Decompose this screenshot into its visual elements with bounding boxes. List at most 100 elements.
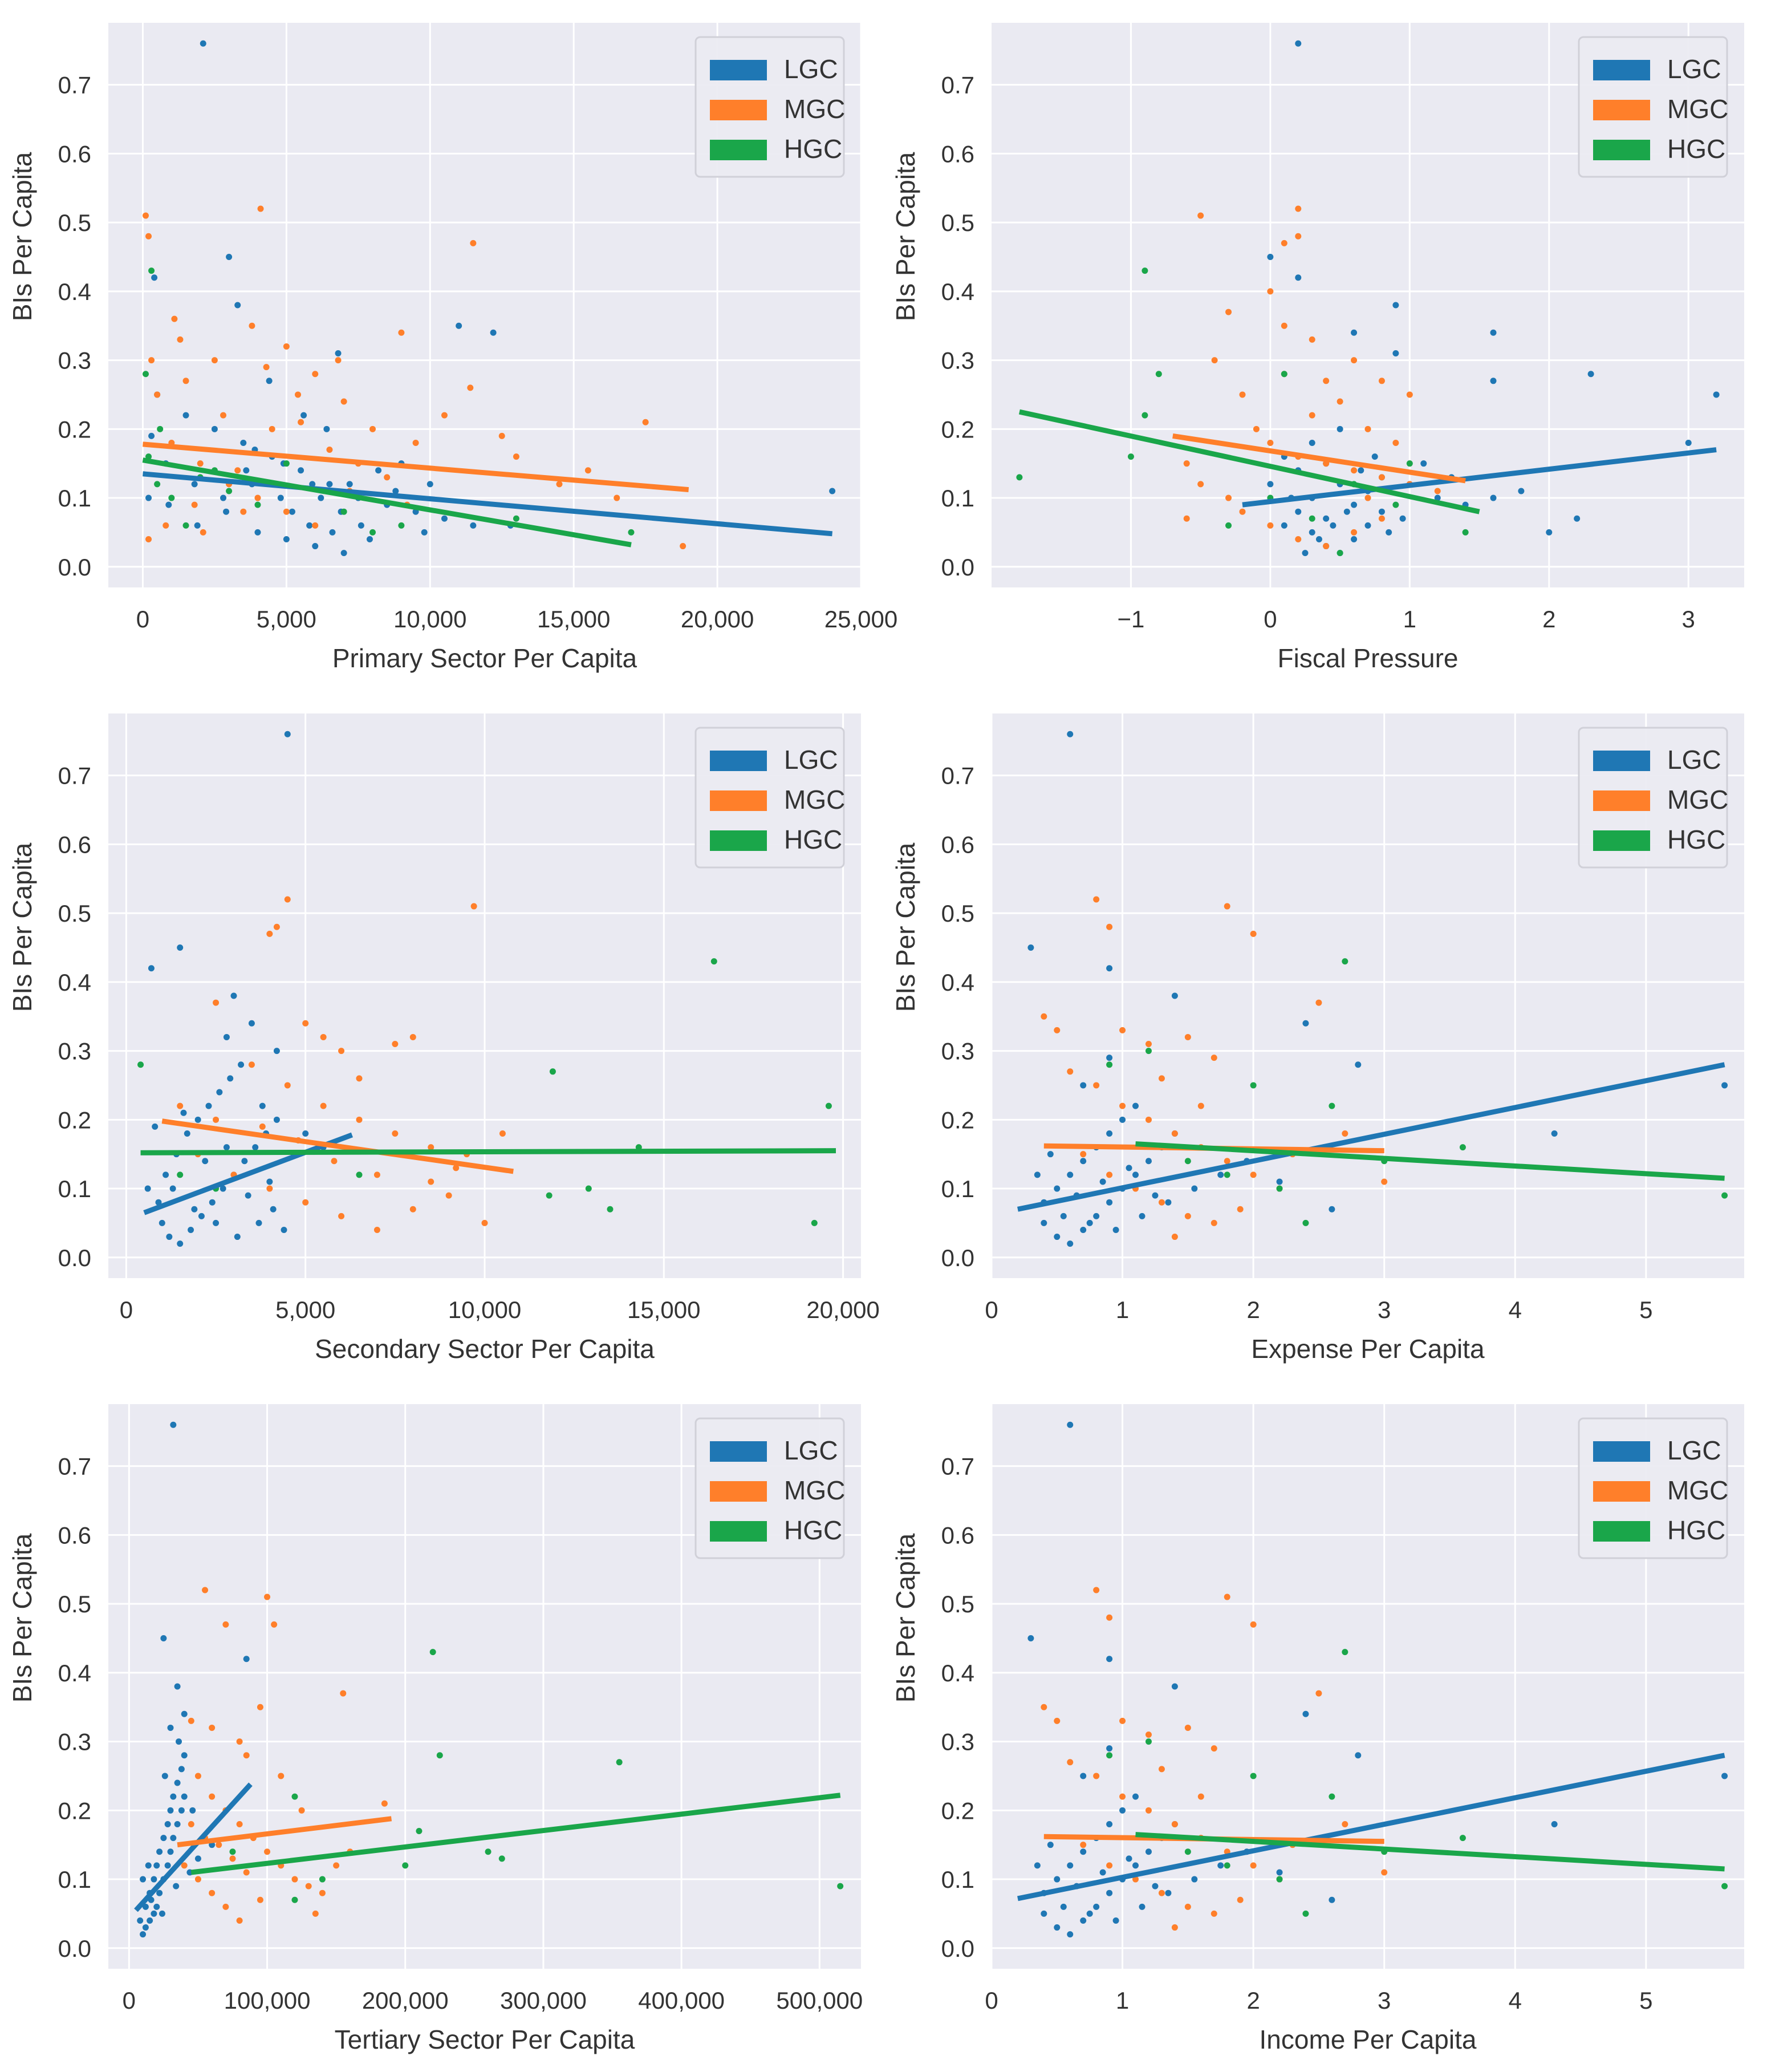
scatter-point-mgc xyxy=(1267,439,1274,446)
scatter-point-mgc xyxy=(1381,1869,1388,1876)
scatter-point-lgc xyxy=(140,1876,147,1883)
scatter-point-mgc xyxy=(271,1621,278,1628)
chart-primary-sector-svg: 0 5,000 10,000 15,000 20,000 25,000 0.0 0.1 0.2 0… xyxy=(7,23,897,673)
scatter-point-mgc xyxy=(1145,1807,1152,1814)
scatter-point-mgc xyxy=(1041,1013,1047,1020)
scatter-point-lgc xyxy=(1399,515,1406,522)
scatter-point-mgc xyxy=(1171,1820,1178,1827)
x-tick-label: 20,000 xyxy=(681,606,754,632)
scatter-point-lgc xyxy=(284,731,291,737)
scatter-point-lgc xyxy=(1378,508,1385,515)
scatter-point-lgc xyxy=(178,1807,185,1814)
legend-swatch-mgc xyxy=(1593,100,1650,120)
scatter-point-lgc xyxy=(1106,965,1113,972)
scatter-point-hgc xyxy=(1459,1835,1466,1842)
scatter-point-lgc xyxy=(245,1192,251,1199)
scatter-point-lgc xyxy=(1106,1656,1113,1663)
scatter-point-hgc xyxy=(513,515,519,522)
scatter-point-mgc xyxy=(211,357,218,364)
x-tick-label: 500,000 xyxy=(776,1987,863,2014)
x-tick-label: 4 xyxy=(1509,1296,1522,1323)
legend-label-lgc: LGC xyxy=(1667,54,1721,84)
scatter-point-mgc xyxy=(177,336,184,343)
scatter-point-lgc xyxy=(1041,1910,1047,1917)
x-tick-label: 2 xyxy=(1246,1987,1260,2014)
scatter-point-lgc xyxy=(188,1226,194,1233)
scatter-point-lgc xyxy=(1337,425,1343,432)
scatter-point-mgc xyxy=(441,412,448,419)
scatter-point-mgc xyxy=(209,1793,216,1800)
legend-label-hgc: HGC xyxy=(784,134,842,164)
scatter-point-lgc xyxy=(1080,1226,1087,1233)
legend-label-hgc: HGC xyxy=(784,825,842,854)
scatter-point-mgc xyxy=(1197,212,1204,219)
scatter-point-lgc xyxy=(1106,1199,1113,1206)
scatter-point-hgc xyxy=(398,522,405,529)
scatter-point-lgc xyxy=(1060,1903,1067,1910)
scatter-point-mgc xyxy=(1183,460,1190,467)
chart-expense-svg: 0 1 2 3 4 5 0.0 0.1 0.2 0.3 0.4 0.5 0.6 0.7 Expense Pe… xyxy=(891,713,1744,1364)
scatter-point-mgc xyxy=(1093,1587,1100,1593)
y-tick-label: 0.7 xyxy=(58,1453,91,1480)
scatter-point-mgc xyxy=(302,1020,309,1027)
scatter-point-lgc xyxy=(1295,508,1302,515)
scatter-point-lgc xyxy=(441,515,448,522)
scatter-point-lgc xyxy=(1034,1862,1041,1869)
scatter-point-lgc xyxy=(155,1199,162,1206)
scatter-point-lgc xyxy=(144,1185,151,1192)
scatter-point-lgc xyxy=(1086,1219,1093,1226)
x-tick-label: −1 xyxy=(1117,606,1144,632)
scatter-point-mgc xyxy=(298,1807,305,1814)
scatter-point-lgc xyxy=(1329,1896,1335,1903)
scatter-point-mgc xyxy=(312,522,319,529)
scatter-point-mgc xyxy=(392,1041,399,1048)
scatter-point-lgc xyxy=(1093,1903,1100,1910)
scatter-point-lgc xyxy=(216,1089,223,1096)
scatter-point-lgc xyxy=(329,529,336,536)
x-tick-label: 2 xyxy=(1246,1296,1260,1323)
scatter-point-hgc xyxy=(811,1219,818,1226)
scatter-point-lgc xyxy=(490,329,497,336)
scatter-point-mgc xyxy=(302,1199,309,1206)
y-tick-label: 0.6 xyxy=(941,831,974,858)
scatter-point-mgc xyxy=(1211,357,1218,364)
legend-swatch-mgc xyxy=(710,790,767,811)
scatter-point-lgc xyxy=(194,1855,201,1862)
x-tick-label: 300,000 xyxy=(500,1987,587,2014)
scatter-point-lgc xyxy=(1302,1020,1309,1027)
scatter-point-lgc xyxy=(1295,40,1302,47)
scatter-point-mgc xyxy=(209,1724,216,1731)
x-axis-label: Fiscal Pressure xyxy=(1278,643,1459,673)
scatter-point-mgc xyxy=(200,529,206,536)
scatter-point-mgc xyxy=(194,1876,201,1883)
scatter-point-lgc xyxy=(1145,1158,1152,1165)
legend-label-mgc: MGC xyxy=(1667,94,1728,124)
y-tick-label: 0.6 xyxy=(58,831,91,858)
scatter-point-mgc xyxy=(319,1889,326,1896)
scatter-point-lgc xyxy=(1386,529,1392,536)
scatter-point-mgc xyxy=(222,1903,229,1910)
scatter-point-lgc xyxy=(137,1917,144,1924)
scatter-point-mgc xyxy=(191,501,198,508)
scatter-point-lgc xyxy=(170,1793,177,1800)
legend-swatch-lgc xyxy=(710,751,767,771)
scatter-point-lgc xyxy=(1152,1883,1159,1889)
scatter-point-lgc xyxy=(1041,1219,1047,1226)
scatter-point-hgc xyxy=(416,1828,423,1835)
scatter-point-lgc xyxy=(1276,1869,1283,1876)
scatter-point-lgc xyxy=(156,1889,163,1896)
y-tick-label: 0.0 xyxy=(58,1244,91,1271)
scatter-point-lgc xyxy=(1047,1151,1054,1158)
y-tick-label: 0.5 xyxy=(941,1591,974,1617)
scatter-point-mgc xyxy=(154,391,161,398)
trend-line-lgc xyxy=(1017,1062,1725,1212)
scatter-point-lgc xyxy=(421,529,428,536)
scatter-point-lgc xyxy=(1721,1082,1728,1089)
y-tick-label: 0.7 xyxy=(58,72,91,99)
scatter-point-hgc xyxy=(1145,1738,1152,1745)
scatter-point-mgc xyxy=(499,1130,506,1137)
scatter-point-lgc xyxy=(1112,1917,1119,1924)
scatter-point-mgc xyxy=(1119,1102,1126,1109)
scatter-point-lgc xyxy=(151,274,158,281)
scatter-point-lgc xyxy=(160,1635,167,1641)
